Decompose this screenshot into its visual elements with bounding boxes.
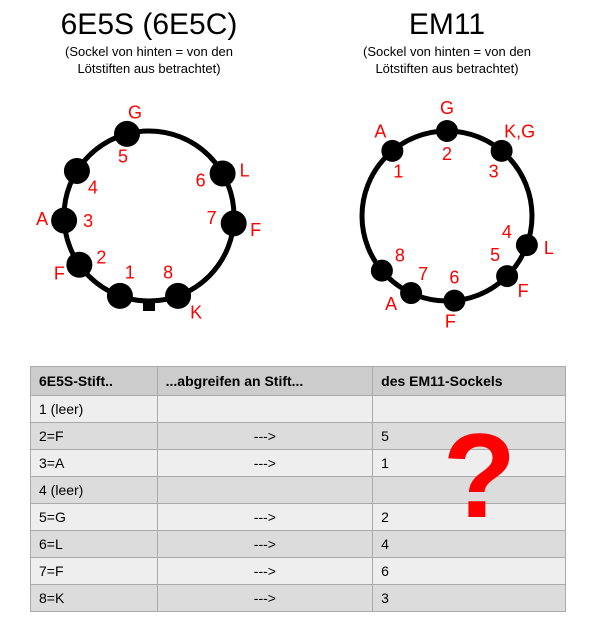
svg-text:K: K <box>190 302 202 322</box>
cell-target <box>373 476 566 503</box>
svg-text:2: 2 <box>96 247 106 267</box>
table-row: 1 (leer) <box>31 395 566 422</box>
svg-text:F: F <box>250 220 261 240</box>
cell-pin: 4 (leer) <box>31 476 158 503</box>
table-header-row: 6E5S-Stift.. ...abgreifen an Stift... de… <box>31 366 566 395</box>
svg-text:A: A <box>36 209 48 229</box>
th-col2: ...abgreifen an Stift... <box>157 366 373 395</box>
cell-pin: 5=G <box>31 503 158 530</box>
table-row: 7=F--->6 <box>31 557 566 584</box>
svg-text:2: 2 <box>442 144 452 164</box>
svg-text:3: 3 <box>83 211 93 231</box>
title-6e5s: 6E5S (6E5C) <box>9 8 289 42</box>
svg-text:1: 1 <box>125 262 135 282</box>
svg-text:4: 4 <box>88 177 98 197</box>
cell-target: 5 <box>373 422 566 449</box>
svg-text:4: 4 <box>502 222 512 242</box>
cell-arrow <box>157 476 373 503</box>
th-col3: des EM11-Sockels <box>373 366 566 395</box>
svg-text:6: 6 <box>196 170 206 190</box>
svg-text:G: G <box>128 102 142 122</box>
svg-text:F: F <box>445 311 456 331</box>
cell-target: 1 <box>373 449 566 476</box>
cell-arrow: ---> <box>157 503 373 530</box>
diagram-row: 6E5S (6E5C) (Sockel von hinten = von den… <box>0 0 596 346</box>
socket-svg-6e5s: 12 F 3 A 45 G 6 L 7 F 8K <box>19 86 279 346</box>
cell-pin: 3=A <box>31 449 158 476</box>
mapping-table: 6E5S-Stift.. ...abgreifen an Stift... de… <box>30 366 566 612</box>
svg-text:F: F <box>518 281 529 301</box>
cell-pin: 2=F <box>31 422 158 449</box>
cell-arrow: ---> <box>157 557 373 584</box>
svg-text:K,G: K,G <box>504 121 535 141</box>
svg-text:5: 5 <box>118 146 128 166</box>
subtitle-em11: (Sockel von hinten = von den Lötstiften … <box>307 44 587 78</box>
svg-text:8: 8 <box>395 245 405 265</box>
table-row: 2=F--->5 <box>31 422 566 449</box>
svg-text:3: 3 <box>489 161 499 181</box>
cell-target: 4 <box>373 530 566 557</box>
diagram-em11: EM11 (Sockel von hinten = von den Lötsti… <box>307 8 587 346</box>
subtitle-6e5s: (Sockel von hinten = von den Lötstiften … <box>9 44 289 78</box>
table-row: 3=A--->1 <box>31 449 566 476</box>
svg-text:5: 5 <box>490 245 500 265</box>
cell-pin: 7=F <box>31 557 158 584</box>
cell-arrow: ---> <box>157 584 373 611</box>
cell-arrow <box>157 395 373 422</box>
table-row: 5=G--->2 <box>31 503 566 530</box>
svg-text:A: A <box>385 294 397 314</box>
socket-svg-em11: 1A2G3K,G4L5F6F7A8 <box>317 86 577 346</box>
th-col1: 6E5S-Stift.. <box>31 366 158 395</box>
diagram-6e5s: 6E5S (6E5C) (Sockel von hinten = von den… <box>9 8 289 346</box>
svg-text:7: 7 <box>418 264 428 284</box>
cell-pin: 8=K <box>31 584 158 611</box>
cell-target: 3 <box>373 584 566 611</box>
title-em11: EM11 <box>307 8 587 42</box>
table-row: 6=L--->4 <box>31 530 566 557</box>
cell-arrow: ---> <box>157 530 373 557</box>
table-body: 1 (leer)2=F--->53=A--->14 (leer)5=G--->2… <box>31 395 566 611</box>
mapping-table-wrap: 6E5S-Stift.. ...abgreifen an Stift... de… <box>30 366 566 612</box>
svg-text:F: F <box>54 263 65 283</box>
cell-target: 2 <box>373 503 566 530</box>
cell-target: 6 <box>373 557 566 584</box>
cell-target <box>373 395 566 422</box>
cell-arrow: ---> <box>157 422 373 449</box>
svg-text:L: L <box>240 160 250 180</box>
cell-pin: 1 (leer) <box>31 395 158 422</box>
cell-arrow: ---> <box>157 449 373 476</box>
svg-text:8: 8 <box>163 262 173 282</box>
svg-text:L: L <box>544 238 554 258</box>
svg-text:6: 6 <box>449 267 459 287</box>
table-row: 4 (leer) <box>31 476 566 503</box>
table-row: 8=K--->3 <box>31 584 566 611</box>
svg-text:7: 7 <box>207 208 217 228</box>
cell-pin: 6=L <box>31 530 158 557</box>
svg-text:A: A <box>374 121 386 141</box>
svg-text:1: 1 <box>393 161 403 181</box>
svg-text:G: G <box>440 98 454 118</box>
